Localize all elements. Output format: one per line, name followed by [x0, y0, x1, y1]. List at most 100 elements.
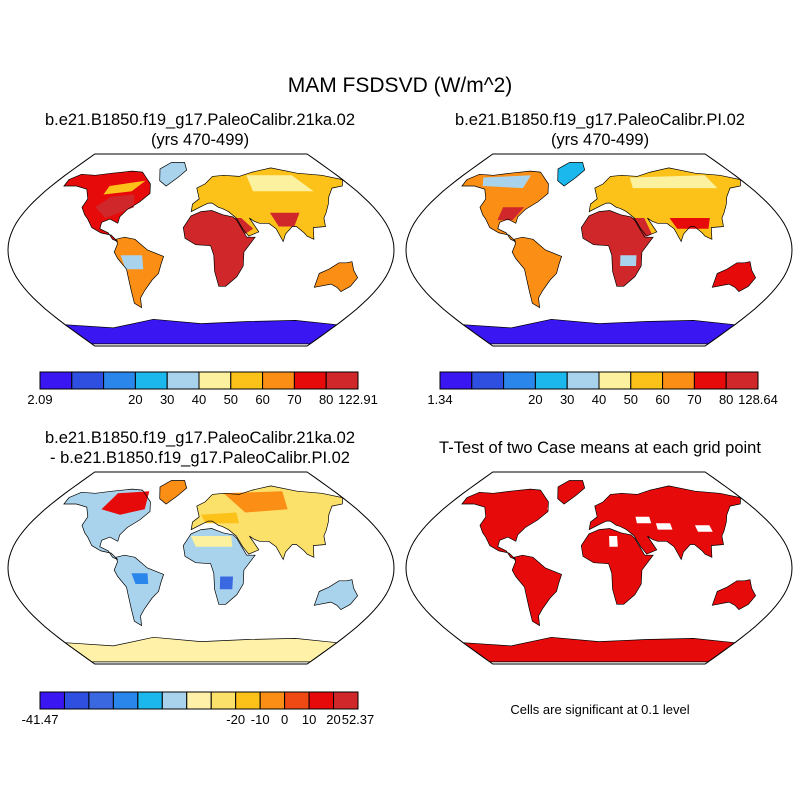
colorbar-label: 20: [528, 392, 542, 407]
coastline-south-america: [113, 236, 165, 309]
colorbar-label: 20: [128, 392, 142, 407]
colorbar-difference: -41.47 -20 -10 0 10 20 52.37: [22, 691, 375, 727]
coastline-north-america: [461, 488, 549, 560]
field-patch-0: [497, 207, 525, 221]
colorbar-box-6: [230, 371, 264, 390]
colorbar-label: 70: [287, 392, 301, 407]
coastline-greenland: [159, 480, 188, 505]
colorbar-box-2: [103, 371, 136, 390]
colorbar-box-12: [333, 691, 359, 710]
field-patch-1: [482, 175, 532, 189]
panel-title-difference-line1: b.e21.B1850.f19_g17.PaleoCalibr.21ka.02: [44, 429, 356, 447]
coastline-australia: [711, 579, 757, 611]
land-greenland: [159, 480, 187, 504]
coastline-north-america: [63, 170, 151, 242]
colorbar-box-3: [534, 371, 568, 390]
field-patch-1: [223, 491, 288, 513]
map-border: [7, 471, 395, 665]
coastline-australia: [313, 261, 359, 293]
colorbar-label: 2.09: [27, 392, 52, 407]
colorbar-box-9: [725, 371, 759, 390]
panel-title-difference-line2: - b.e21.B1850.f19_g17.PaleoCalibr.PI.02: [50, 449, 350, 467]
colorbar-box-4: [166, 371, 200, 390]
colorbar-box-4: [137, 691, 163, 710]
land-layer: [63, 480, 359, 663]
coastline-africa: [182, 528, 256, 605]
field-patch-2: [190, 218, 254, 242]
field-patch-5: [190, 536, 233, 547]
panel-title-case2-line1: b.e21.B1850.f19_g17.PaleoCalibr.PI.02: [455, 111, 745, 129]
colorbar-box-8: [235, 691, 261, 710]
colorbar-box-1: [63, 691, 90, 710]
colorbar-box-6: [186, 691, 212, 710]
colorbar-label: 80: [719, 392, 733, 407]
land-south-america: [512, 237, 562, 308]
colorbar-box-1: [471, 371, 505, 390]
colorbar-box-3: [134, 371, 168, 390]
coastline-north-america: [63, 488, 151, 560]
colorbar-box-3: [112, 691, 139, 710]
significance-note: Cells are significant at 0.1 level: [510, 702, 690, 717]
map-case2: [405, 153, 793, 347]
colorbar-label: 50: [624, 392, 638, 407]
colorbar-box-8: [293, 371, 327, 390]
coastline-south-america: [113, 554, 165, 627]
map-ttest: [405, 471, 793, 665]
coastline-greenland: [557, 480, 586, 505]
colorbar-label: 40: [592, 392, 606, 407]
colorbar-box-0: [39, 691, 65, 710]
colorbar-box-1: [71, 371, 105, 390]
colorbar-label: 70: [687, 392, 701, 407]
colorbar-box-7: [262, 371, 295, 390]
land-australia: [314, 579, 358, 610]
coastline-antarctica: [63, 318, 338, 345]
panel-title-difference: b.e21.B1850.f19_g17.PaleoCalibr.21ka.02 …: [0, 428, 400, 468]
colorbar-box-0: [39, 371, 73, 390]
coastline-north-america: [461, 170, 549, 242]
field-patch-0: [95, 194, 135, 218]
land-antarctica: [463, 637, 735, 662]
panel-title-case1-line2: (yrs 470-499): [150, 131, 250, 149]
panel-title-case1-line1: b.e21.B1850.f19_g17.PaleoCalibr.21ka.02: [44, 111, 356, 129]
land-layer: [63, 162, 359, 345]
land-south-america: [512, 555, 562, 626]
coastline-eurasia: [588, 167, 741, 243]
figure-title: MAM FSDSVD (W/m^2): [287, 74, 513, 97]
field-patch-0: [635, 516, 652, 524]
coastline-eurasia: [190, 167, 343, 243]
field-patch-1: [246, 175, 314, 192]
colorbar-box-2: [503, 371, 536, 390]
colorbar-box-5: [598, 371, 632, 390]
colorbar-case1: 2.09 20 30 40 50 60 70 80 122.91: [27, 371, 378, 407]
field-patch-4: [669, 218, 710, 229]
colorbar-label: 80: [319, 392, 333, 407]
panel-title-ttest: T-Test of two Case means at each grid po…: [400, 438, 800, 458]
colorbar-box-7: [662, 371, 695, 390]
panel-title-case2-line2: (yrs 470-499): [550, 131, 650, 149]
colorbar-box-11: [308, 691, 335, 710]
land-greenland: [159, 162, 187, 186]
map-border: [405, 153, 793, 347]
coastline-antarctica: [461, 636, 736, 663]
land-south-america: [114, 555, 164, 626]
panel-title-case1: b.e21.B1850.f19_g17.PaleoCalibr.21ka.02 …: [0, 110, 400, 150]
land-layer: [461, 162, 757, 345]
colorbar-box-8: [693, 371, 727, 390]
field-patch-3: [219, 576, 233, 590]
land-antarctica: [463, 319, 735, 344]
land-australia: [712, 579, 756, 610]
coastline-africa: [580, 210, 654, 287]
map-border: [7, 153, 395, 347]
coastline-greenland: [557, 162, 586, 187]
colorbar-label: 0: [281, 712, 288, 727]
colorbar-case2: 1.34 20 30 40 50 60 70 80 128.64: [427, 371, 778, 407]
map-case1: [7, 153, 395, 347]
land-australia: [712, 261, 756, 292]
land-layer: [461, 480, 757, 663]
colorbar-label: 52.37: [342, 712, 375, 727]
field-patch-1: [547, 504, 558, 510]
coastline-africa: [182, 210, 256, 287]
colorbar-label: 30: [560, 392, 574, 407]
panel-title-case2: b.e21.B1850.f19_g17.PaleoCalibr.PI.02 (y…: [400, 110, 800, 150]
colorbar-label: 128.64: [738, 392, 778, 407]
